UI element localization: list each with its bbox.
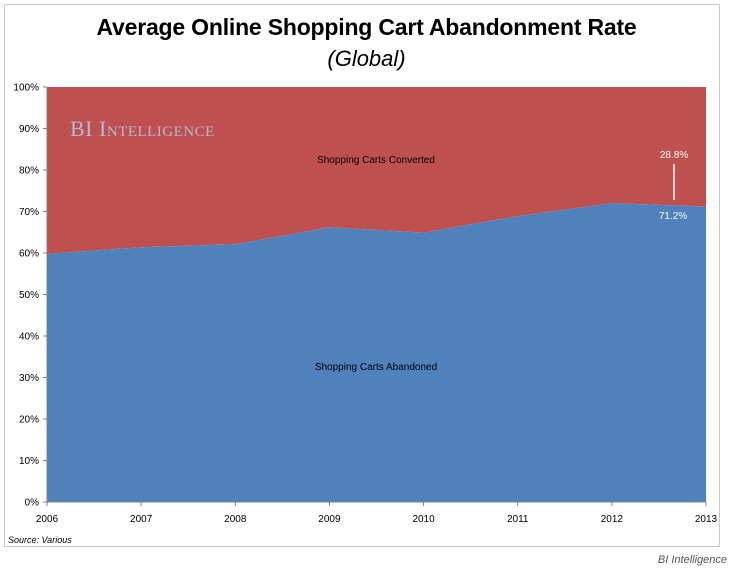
series-label-abandoned: Shopping Carts Abandoned: [315, 362, 437, 373]
area-converted: [47, 87, 706, 254]
x-tick-label: 2008: [224, 514, 247, 525]
series-label-converted: Shopping Carts Converted: [317, 155, 435, 166]
area-abandoned: [47, 203, 706, 502]
y-tick-label: 10%: [19, 456, 39, 467]
x-tick-label: 2007: [130, 514, 153, 525]
footer-brand: BI Intelligence: [657, 554, 727, 566]
data-label-abandoned-2013: 71.2%: [659, 211, 687, 222]
y-tick-label: 90%: [19, 124, 39, 135]
y-tick-label: 100%: [13, 83, 39, 94]
y-tick-label: 60%: [19, 249, 39, 260]
watermark-text: BI Intelligence: [70, 116, 215, 141]
x-tick-label: 2009: [318, 514, 341, 525]
x-tick-label: 2012: [601, 514, 624, 525]
x-tick-label: 2013: [695, 514, 718, 525]
y-tick-label: 30%: [19, 373, 39, 384]
chart-subtitle: (Global): [327, 46, 406, 71]
x-tick-label: 2006: [36, 514, 59, 525]
y-tick-label: 20%: [19, 415, 39, 426]
chart-title: Average Online Shopping Cart Abandonment…: [96, 14, 637, 40]
y-tick-label: 0%: [25, 498, 40, 509]
x-tick-label: 2011: [507, 514, 529, 525]
data-label-converted-2013: 28.8%: [660, 150, 688, 161]
y-tick-label: 40%: [19, 332, 39, 343]
y-tick-label: 70%: [19, 207, 39, 218]
source-note: Source: Various: [8, 535, 72, 545]
y-tick-label: 80%: [19, 166, 39, 177]
y-tick-label: 50%: [19, 290, 39, 301]
x-tick-label: 2010: [412, 514, 435, 525]
